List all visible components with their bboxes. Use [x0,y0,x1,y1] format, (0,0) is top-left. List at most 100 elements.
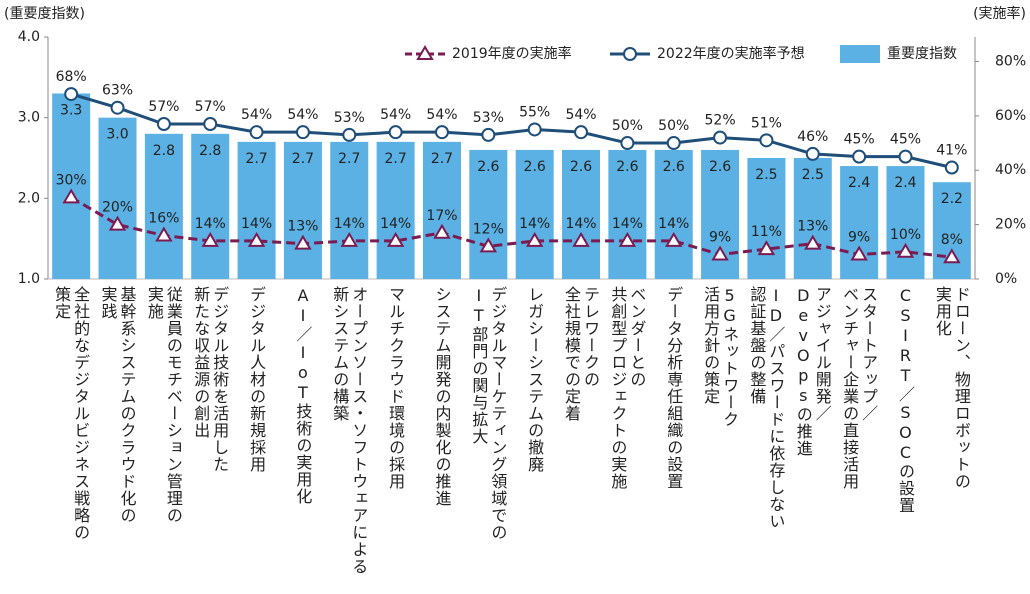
bar [98,117,137,280]
bar [283,141,322,279]
line-value-label: 14% [612,216,643,232]
y2-axis-title: (実施率) [973,5,1026,22]
y-tick-label: 3.0 [18,110,40,126]
line-marker [62,188,80,204]
line-value-label: 57% [195,99,226,115]
bar [747,158,786,279]
line-value-label: 52% [705,113,736,129]
line-marker [664,231,683,247]
bar [376,141,415,279]
y2-tick-label: 80% [995,53,1026,69]
line-marker [479,237,498,253]
line-marker [388,125,403,140]
line-marker [64,87,79,102]
bar-value-label: 2.4 [894,175,916,191]
bar-value-label: 2.6 [524,159,546,175]
line-marker [620,136,635,151]
bar-value-label: 2.7 [384,151,406,167]
line-marker [340,231,359,247]
bar-value-label: 2.6 [477,159,499,175]
bar-value-label: 2.7 [292,151,314,167]
x-tick-label: マルチクラウド環境の採用 [386,286,406,490]
y-tick-label: 1.0 [18,271,40,287]
bar-value-label: 2.6 [663,159,685,175]
x-tick-label: レガシーシステムの撤廃 [525,286,545,473]
line-value-label: 11% [751,224,782,240]
x-tick-label: デジタル人材の新規採用 [247,286,267,473]
legend-swatch [840,45,880,63]
line-value-label: 51% [751,115,782,131]
line-value-label: 55% [519,104,550,120]
line-value-label: 41% [936,143,967,159]
bar [793,158,832,279]
line-marker [155,226,173,242]
line-value-label: 14% [565,216,596,232]
x-tick-label: 5Gネットワーク 活用方針の策定 [701,286,740,428]
bar-value-label: 2.8 [199,143,221,159]
line-value-label: 14% [658,216,689,232]
bar-value-label: 2.8 [153,143,175,159]
bar [608,149,647,279]
bar [469,149,508,279]
line-value-label: 13% [797,219,828,235]
y2-tick-label: 60% [995,108,1026,124]
line-value-label: 16% [148,210,179,226]
line-marker [342,127,357,142]
x-tick-label: CSIRT／SOCの設置 [895,286,915,514]
legend-label: 2022年度の実施率予想 [657,45,805,62]
y-tick-label: 2.0 [18,190,40,206]
line-value-label: 14% [519,216,550,232]
line-marker [944,160,959,175]
line-value-label: 54% [380,107,411,123]
x-tick-label: アジャイル開発／ DevOpsの推進 [793,286,832,457]
y2-tick-label: 0% [995,271,1017,287]
line-marker [110,100,125,115]
bar-value-label: 2.7 [338,151,360,167]
bar [515,149,554,279]
bar [144,133,183,279]
line-value-label: 54% [426,107,457,123]
line-value-label: 53% [473,110,504,126]
line-value-label: 12% [473,221,504,237]
line-value-label: 54% [565,107,596,123]
line-marker [295,125,310,140]
legend-label: 2019年度の実施率 [452,45,572,62]
line-marker [666,136,681,151]
y2-tick-label: 20% [995,217,1026,233]
bar-value-label: 2.6 [570,159,592,175]
y-tick-label: 4.0 [18,29,40,45]
line-value-label: 14% [195,216,226,232]
line-marker [249,125,264,140]
line-marker [525,231,544,247]
line-marker [850,245,868,261]
line-marker [805,146,820,161]
bar-value-label: 2.5 [802,167,824,183]
line-marker [852,149,867,164]
y-axis-title: (重要度指数) [4,6,85,22]
line-value-label: 14% [334,216,365,232]
line-marker [804,234,822,250]
line-value-label: 63% [102,83,133,99]
line-value-label: 53% [334,110,365,126]
legend-label: 重要度指数 [887,46,957,62]
x-tick-label: オープンソース・ソフトウェアによる 新システムの構築 [330,286,369,575]
bar-value-label: 2.6 [616,159,638,175]
bar-value-label: 3.3 [60,102,82,118]
bar [52,93,91,279]
line-marker [711,245,729,261]
line-value-label: 54% [287,107,318,123]
line-marker [386,231,405,247]
bar-value-label: 2.6 [709,159,731,175]
bar-value-label: 2.2 [941,191,963,207]
legend: 2019年度の実施率 2022年度の実施率予想 重要度指数 [398,41,964,67]
bar [886,166,925,279]
x-tick-label: テレワークの 全社規模での定着 [562,286,601,422]
line-marker [943,248,961,264]
x-tick-label: データ分析専任組織の設置 [664,286,684,490]
line-value-label: 10% [890,227,921,243]
line-marker [572,231,590,247]
line-marker [898,149,913,164]
line-marker [713,130,728,145]
